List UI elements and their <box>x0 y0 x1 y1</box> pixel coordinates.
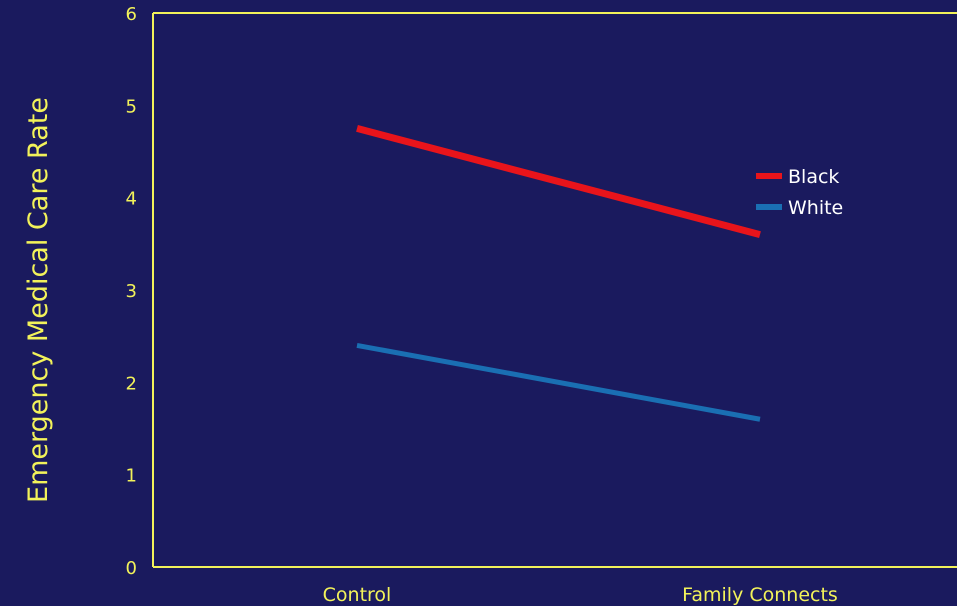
x-axis-categories: Control Family Connects <box>323 584 838 606</box>
y-axis-title: Emergency Medical Care Rate <box>23 97 54 503</box>
series-line-black <box>356 125 761 238</box>
series-line-white <box>356 342 761 422</box>
y-axis-ticks: 0 1 2 3 4 5 6 <box>126 4 137 579</box>
series-lines <box>356 125 761 422</box>
y-tick-label: 1 <box>126 466 137 487</box>
y-tick-label: 3 <box>126 281 137 302</box>
legend-label: White <box>788 197 843 219</box>
y-tick-label: 4 <box>126 189 137 210</box>
y-tick-label: 2 <box>126 373 137 394</box>
x-category-label: Control <box>323 584 392 606</box>
axes <box>152 12 957 568</box>
legend-label: Black <box>788 166 839 188</box>
y-tick-label: 0 <box>126 558 137 579</box>
legend: Black White <box>756 166 843 219</box>
y-tick-label: 5 <box>126 96 137 117</box>
y-tick-label: 6 <box>126 4 137 25</box>
x-category-label: Family Connects <box>682 584 838 606</box>
